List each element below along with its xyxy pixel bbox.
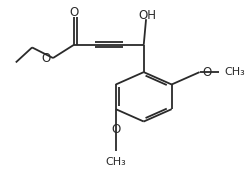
- Text: O: O: [69, 6, 78, 19]
- Text: O: O: [202, 66, 211, 79]
- Text: OH: OH: [138, 9, 156, 22]
- Text: O: O: [41, 52, 50, 65]
- Text: CH₃: CH₃: [223, 67, 244, 77]
- Text: O: O: [111, 123, 120, 136]
- Text: CH₃: CH₃: [105, 157, 126, 167]
